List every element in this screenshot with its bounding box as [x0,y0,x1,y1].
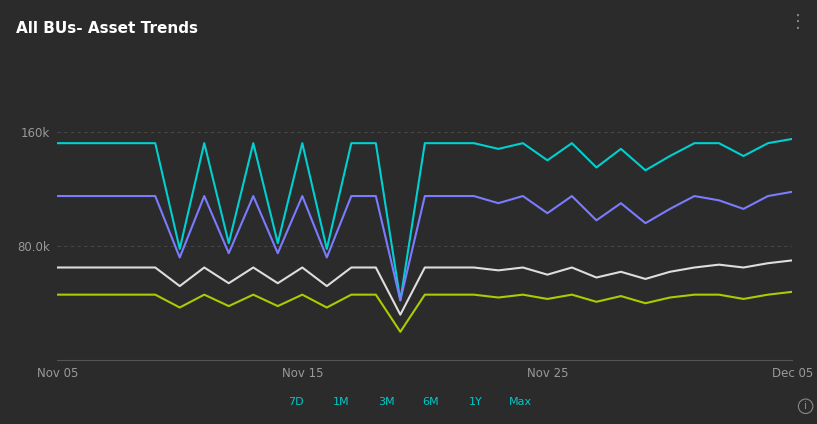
Text: 6M: 6M [422,397,440,407]
Text: Max: Max [509,397,533,407]
Text: 1Y: 1Y [469,397,483,407]
Text: 1M: 1M [333,397,350,407]
Text: ⋮: ⋮ [789,13,807,31]
Text: i: i [804,401,807,411]
Text: 3M: 3M [377,397,395,407]
Text: 7D: 7D [288,397,304,407]
Text: All BUs- Asset Trends: All BUs- Asset Trends [16,21,199,36]
